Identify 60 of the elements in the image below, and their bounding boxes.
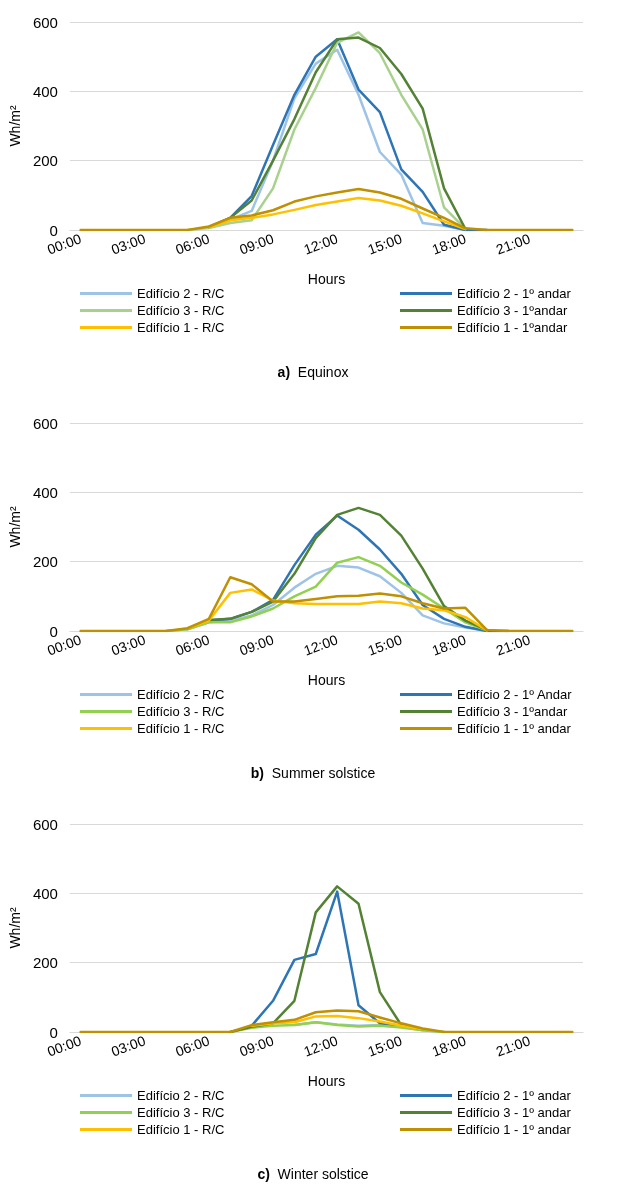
legend-label: Edifício 2 - R/C bbox=[137, 1088, 225, 1103]
x-tick-label: 09:00 bbox=[237, 631, 276, 659]
x-tick-label: 21:00 bbox=[493, 631, 533, 659]
legend-label: Edifício 2 - 1º andar bbox=[457, 286, 572, 301]
legend-label: Edifício 2 - R/C bbox=[137, 286, 225, 301]
legend-label: Edifício 1 - 1º andar bbox=[457, 721, 572, 736]
y-tick-label: 0 bbox=[49, 622, 58, 640]
x-axis-title: Hours bbox=[307, 1073, 346, 1089]
legend-label: Edifício 3 - R/C bbox=[137, 704, 225, 719]
legend-label: Edifício 1 - R/C bbox=[137, 1122, 225, 1137]
legend-label: Edifício 3 - 1ºandar bbox=[457, 704, 568, 719]
legend-label: Edifício 3 - R/C bbox=[137, 1105, 225, 1120]
y-tick-label: 200 bbox=[32, 152, 58, 170]
x-axis-title: Hours bbox=[307, 672, 346, 688]
x-tick-label: 12:00 bbox=[301, 1032, 341, 1060]
x-tick-label: 03:00 bbox=[109, 631, 148, 659]
legend-label: Edifício 3 - 1º andar bbox=[457, 1105, 572, 1120]
legend-label: Edifício 3 - R/C bbox=[137, 303, 225, 318]
y-tick-label: 400 bbox=[32, 82, 58, 100]
text: b) Summer solstice bbox=[250, 765, 376, 781]
legend-label: Edifício 2 - 1º Andar bbox=[457, 687, 573, 702]
x-tick-label: 12:00 bbox=[301, 230, 341, 258]
legend-label: Edifício 2 - 1º andar bbox=[457, 1088, 572, 1103]
x-tick-label: 21:00 bbox=[493, 230, 533, 258]
y-axis-title: Wh/m² bbox=[7, 506, 23, 548]
legend-label: Edifício 2 - R/C bbox=[137, 687, 225, 702]
x-tick-label: 15:00 bbox=[365, 631, 405, 659]
y-tick-label: 600 bbox=[32, 13, 58, 31]
x-tick-label: 21:00 bbox=[493, 1032, 533, 1060]
x-axis-title: Hours bbox=[307, 271, 346, 287]
x-tick-label: 09:00 bbox=[237, 230, 276, 258]
legend-label: Edifício 3 - 1ºandar bbox=[457, 303, 568, 318]
x-tick-label: 06:00 bbox=[173, 230, 212, 258]
text: a) Equinox bbox=[277, 364, 349, 380]
legend-label: Edifício 1 - 1ºandar bbox=[457, 320, 568, 335]
legend-label: Edifício 1 - 1º andar bbox=[457, 1122, 572, 1137]
x-tick-label: 18:00 bbox=[429, 230, 469, 258]
legend-label: Edifício 1 - R/C bbox=[137, 320, 225, 335]
y-axis-title: Wh/m² bbox=[7, 105, 23, 147]
y-tick-label: 600 bbox=[32, 815, 58, 833]
text: c) Winter solstice bbox=[257, 1166, 369, 1182]
y-tick-label: 400 bbox=[32, 884, 58, 902]
y-tick-label: 0 bbox=[49, 221, 58, 239]
x-tick-label: 18:00 bbox=[429, 631, 469, 659]
y-tick-label: 0 bbox=[49, 1023, 58, 1041]
y-tick-label: 200 bbox=[32, 954, 58, 972]
x-tick-label: 03:00 bbox=[109, 230, 148, 258]
x-tick-label: 06:00 bbox=[173, 631, 212, 659]
x-tick-label: 06:00 bbox=[173, 1032, 212, 1060]
y-axis-title: Wh/m² bbox=[7, 907, 23, 949]
y-tick-label: 200 bbox=[32, 553, 58, 571]
x-tick-label: 18:00 bbox=[429, 1032, 469, 1060]
x-tick-label: 09:00 bbox=[237, 1032, 276, 1060]
x-tick-label: 12:00 bbox=[301, 631, 341, 659]
x-tick-label: 15:00 bbox=[365, 1032, 405, 1060]
y-tick-label: 600 bbox=[32, 414, 58, 432]
legend-label: Edifício 1 - R/C bbox=[137, 721, 225, 736]
x-tick-label: 15:00 bbox=[365, 230, 405, 258]
y-tick-label: 400 bbox=[32, 483, 58, 501]
x-tick-label: 03:00 bbox=[109, 1032, 148, 1060]
